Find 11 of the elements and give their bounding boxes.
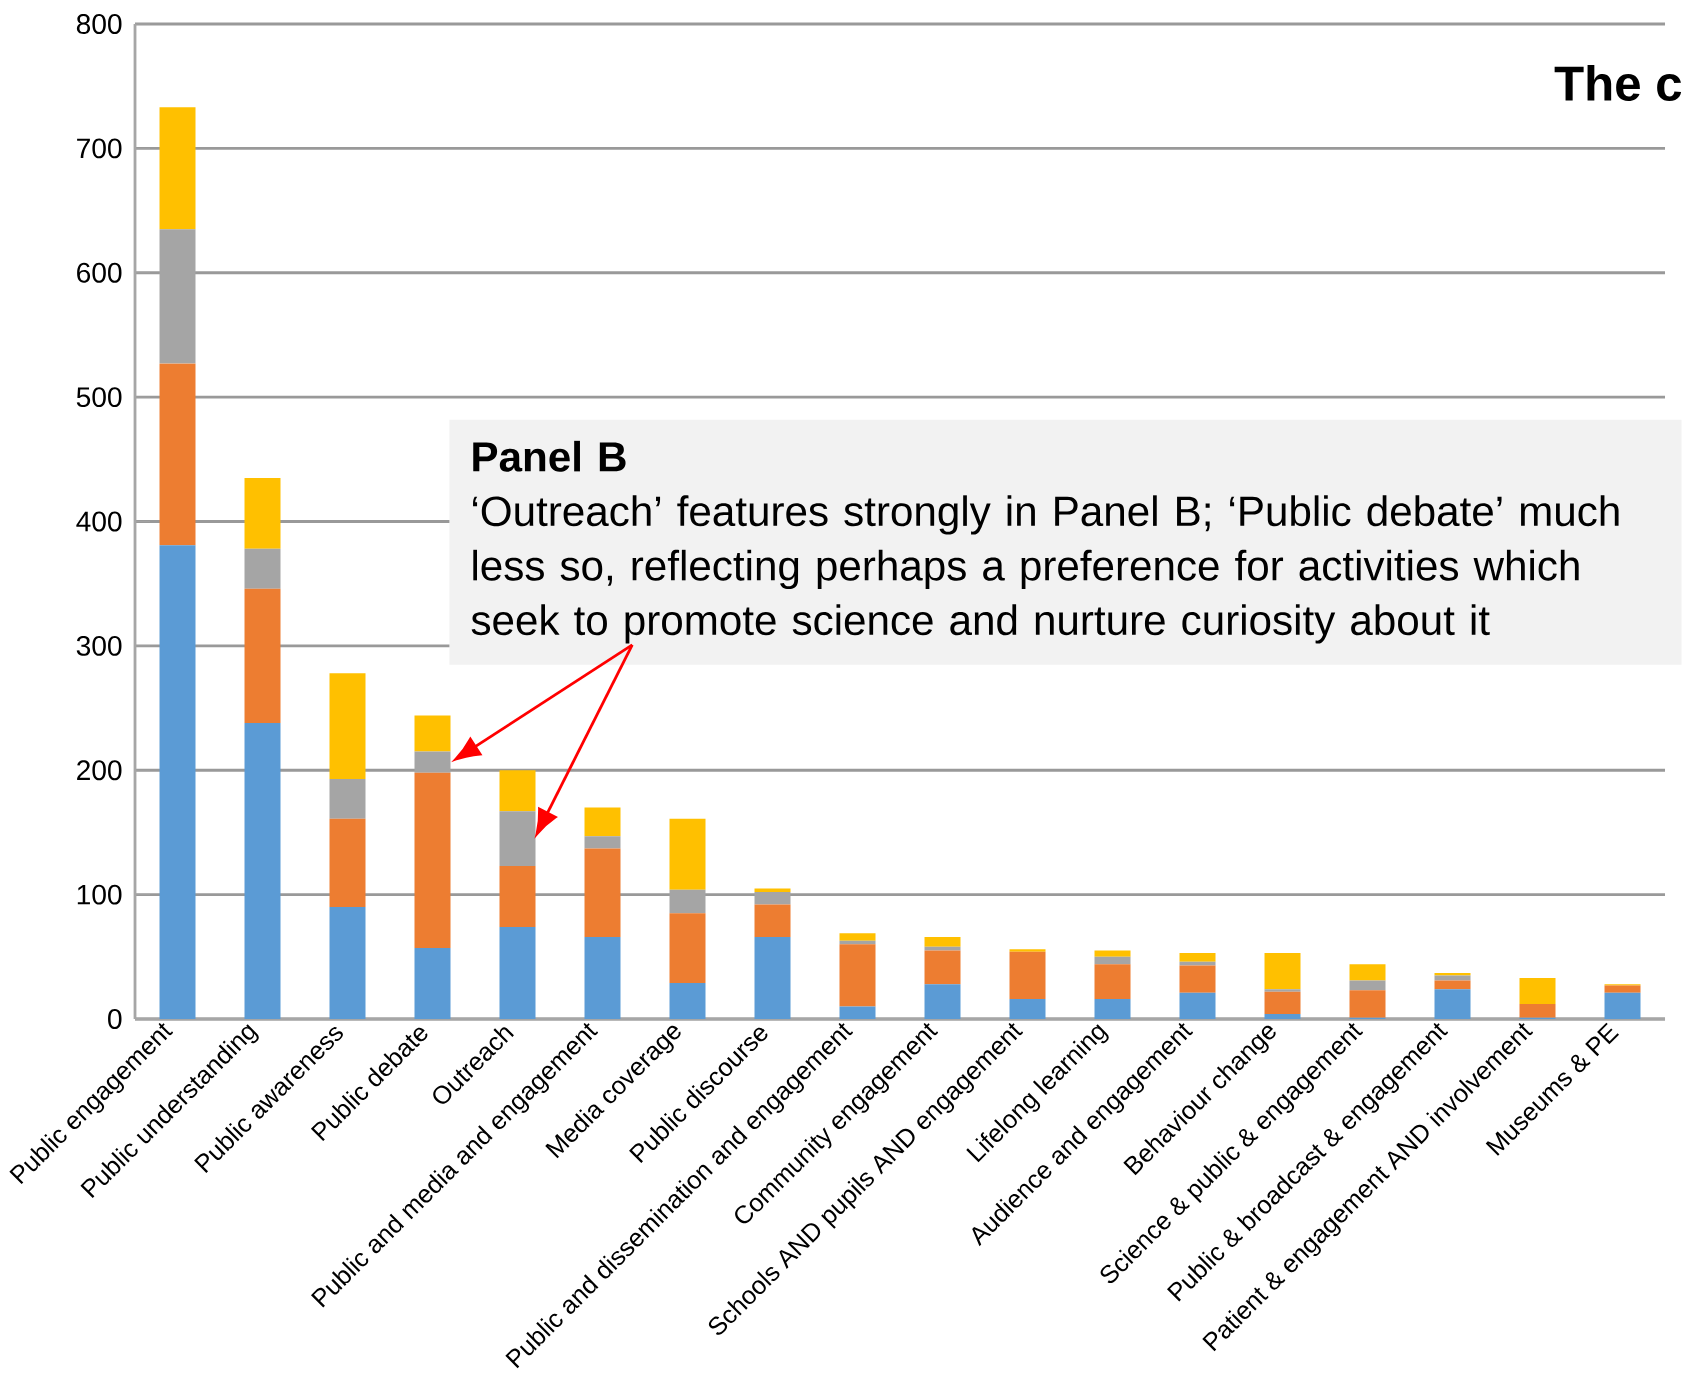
- text: The c: [1554, 64, 1682, 102]
- annotation: Panel B: [473, 440, 626, 472]
- y-tick-label: 300: [76, 635, 122, 656]
- y-tick-label: 100: [77, 884, 122, 905]
- y-tick-label: 200: [77, 760, 122, 781]
- annotation: ‘Outreach’ features strongly in Panel B; ‘Public debate’ much less so, reflecting perhaps a preference for activities which seek to promote science and nurture curiosity about it: [471, 495, 1619, 644]
- y-tick-label: 800: [76, 14, 122, 34]
- y-tick-label: 400: [76, 511, 122, 532]
- y-tick-label: 600: [77, 262, 122, 283]
- y-tick-label: 700: [77, 138, 122, 159]
- y-tick-label: 500: [76, 387, 122, 408]
